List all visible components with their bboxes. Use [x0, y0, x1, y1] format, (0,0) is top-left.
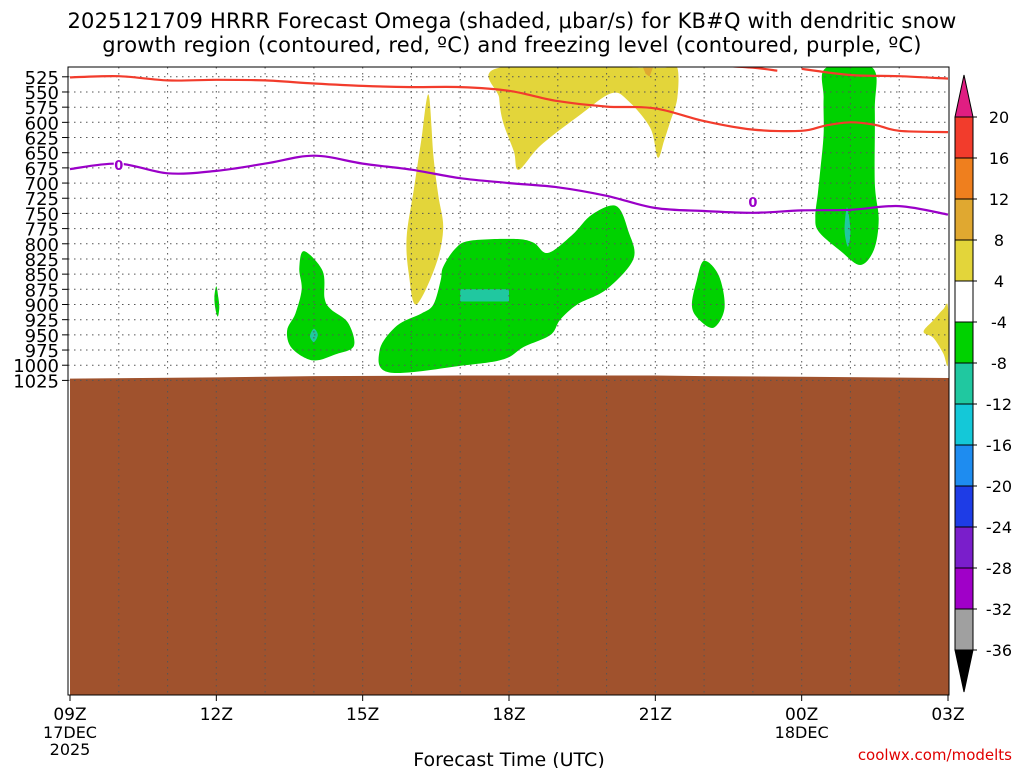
- y-tick-label-750: 750: [25, 204, 59, 225]
- x-tick-label-09Z: 09Z: [53, 705, 86, 725]
- x-tick-label-18Z: 18Z: [492, 705, 525, 725]
- omega-region-6: [286, 251, 355, 361]
- y-tick-label-875: 875: [25, 280, 59, 301]
- y-tick-label-825: 825: [25, 250, 59, 271]
- x-tick-label-00Z: 00Z: [785, 705, 818, 725]
- omega-shading-layer: [214, 67, 949, 373]
- colorbar-bin-1: [954, 157, 974, 200]
- y-tick-label-1000: 1000: [13, 356, 59, 377]
- omega-region-3: [923, 303, 949, 367]
- colorbar-label-5: -4: [991, 313, 1007, 332]
- colorbar-label-0: 20: [989, 108, 1009, 127]
- x-tick-date-00Z: 18DEC: [775, 723, 829, 742]
- x-tick-label-12Z: 12Z: [200, 705, 233, 725]
- colorbar: 20 16 12 8 4 -4 -8 -12 -16 -20 -24 -28 -32 -36: [954, 74, 1012, 693]
- freezing-contour-label-0: 0: [114, 159, 123, 174]
- colorbar-bin-12: [954, 608, 974, 651]
- y-tick-label-550: 550: [25, 83, 59, 104]
- y-tick-label-800: 800: [25, 235, 59, 256]
- colorbar-bin-7: [954, 403, 974, 446]
- grid-layer: [68, 67, 949, 695]
- colorbar-label-12: -32: [986, 600, 1012, 619]
- y-tick-label-650: 650: [25, 144, 59, 165]
- omega-region-11: [844, 207, 851, 247]
- colorbar-bin-8: [954, 444, 974, 487]
- y-tick-label-525: 525: [25, 68, 59, 89]
- x-tick-label-03Z: 03Z: [931, 705, 964, 725]
- colorbar-label-4: 4: [994, 272, 1004, 291]
- dendritic-contour-line-1: [801, 67, 949, 80]
- colorbar-bottom-arrow: [954, 649, 974, 693]
- x-axis-label: Forecast Time (UTC): [413, 749, 604, 768]
- omega-region-4: [815, 67, 879, 266]
- colorbar-bin-0: [954, 116, 974, 159]
- freezing-contour-label-1: 0: [748, 196, 757, 211]
- omega-region-9: [460, 289, 509, 302]
- y-tick-label-900: 900: [25, 296, 59, 317]
- x-tick-label-21Z: 21Z: [639, 705, 672, 725]
- colorbar-bin-9: [954, 485, 974, 528]
- dendritic-contour-line-2: [724, 67, 778, 72]
- colorbar-bin-2: [954, 198, 974, 241]
- y-tick-label-975: 975: [25, 341, 59, 362]
- y-tick-label-775: 775: [25, 220, 59, 241]
- watermark: coolwx.com/modelts: [857, 746, 1012, 764]
- freezing-label-bg-1: [747, 194, 758, 209]
- colorbar-bin-4: [954, 280, 974, 323]
- y-tick-label-600: 600: [25, 113, 59, 134]
- y-tick-label-625: 625: [25, 129, 59, 150]
- colorbar-bin-5: [954, 321, 974, 364]
- y-tick-label-1025: 1025: [13, 371, 59, 392]
- y-tick-label-950: 950: [25, 326, 59, 347]
- colorbar-label-1: 16: [989, 149, 1009, 168]
- omega-region-2: [643, 67, 653, 77]
- freezing-level-contour: [69, 154, 949, 216]
- colorbar-bin-6: [954, 362, 974, 405]
- x-tick-date-09Z: 17DEC: [43, 723, 97, 742]
- colorbar-label-11: -28: [986, 559, 1012, 578]
- y-tick-label-675: 675: [25, 159, 59, 180]
- omega-region-10: [310, 328, 318, 343]
- colorbar-label-2: 12: [989, 190, 1009, 209]
- y-tick-label-925: 925: [25, 311, 59, 332]
- contour-layer: 00: [69, 67, 949, 216]
- colorbar-bin-11: [954, 567, 974, 610]
- x-tick-year-09Z: 2025: [50, 740, 91, 759]
- axes-layer: 5255505756006256506757007257507758008258…: [13, 68, 964, 759]
- omega-region-8: [691, 260, 725, 328]
- colorbar-label-8: -16: [986, 436, 1012, 455]
- colorbar-label-10: -24: [986, 518, 1012, 537]
- colorbar-top-arrow: [954, 74, 974, 118]
- omega-region-0: [406, 94, 444, 305]
- chart-title-line-2: growth region (contoured, red, ºC) and f…: [102, 33, 922, 57]
- x-tick-label-15Z: 15Z: [346, 705, 379, 725]
- colorbar-bin-10: [954, 526, 974, 569]
- colorbar-label-13: -36: [986, 641, 1012, 660]
- y-tick-label-575: 575: [25, 98, 59, 119]
- omega-region-1: [488, 67, 679, 170]
- y-tick-label-700: 700: [25, 174, 59, 195]
- y-tick-label-725: 725: [25, 189, 59, 210]
- colorbar-label-7: -12: [986, 395, 1012, 414]
- omega-region-5: [214, 286, 220, 317]
- chart-title-line-1: 2025121709 HRRR Forecast Omega (shaded, …: [67, 9, 957, 33]
- colorbar-label-6: -8: [991, 354, 1007, 373]
- colorbar-label-9: -20: [986, 477, 1012, 496]
- dendritic-contour-line-0: [69, 74, 949, 134]
- freezing-label-bg-0: [113, 157, 124, 172]
- y-tick-label-850: 850: [25, 265, 59, 286]
- colorbar-label-3: 8: [994, 231, 1004, 250]
- colorbar-bin-3: [954, 239, 974, 282]
